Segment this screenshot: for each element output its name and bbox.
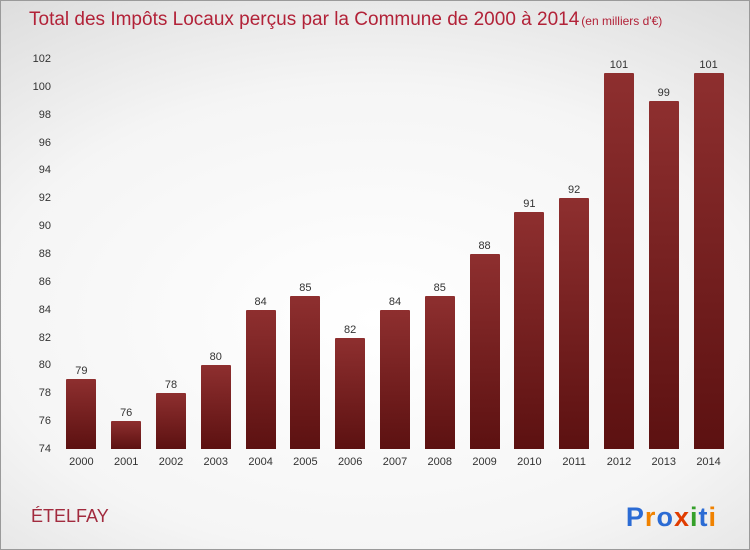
- x-tick-label: 2000: [69, 456, 94, 468]
- x-tick-label: 2003: [203, 456, 229, 468]
- bar: [245, 309, 276, 449]
- bar-column: 79 2000: [59, 59, 104, 468]
- bar-value-label: 91: [523, 198, 536, 211]
- bar: [335, 337, 366, 449]
- x-tick-label: 2010: [517, 456, 542, 468]
- bar-value-label: 79: [75, 365, 88, 378]
- bar-value-label: 85: [299, 281, 312, 294]
- bar-column: 85 2005: [283, 59, 328, 468]
- bar-value-label: 85: [433, 281, 446, 294]
- commune-label: ÉTELFAY: [31, 506, 109, 526]
- y-tick-label: 84: [38, 303, 51, 316]
- bar-value-label: 101: [609, 58, 629, 71]
- chart-title: Total des Impôts Locaux perçus par la Co…: [29, 9, 580, 30]
- y-tick-label: 82: [38, 331, 51, 344]
- bar-column: 76 2001: [104, 59, 149, 468]
- y-axis: 74 76 78 80 82 84 86 88 90 92 94 96 98 100 102: [9, 53, 51, 455]
- bar-value-label: 92: [568, 184, 581, 197]
- logo-letter: r: [644, 502, 657, 532]
- y-tick-label: 102: [32, 53, 51, 65]
- bar-column: 99 2013: [641, 59, 686, 468]
- y-tick-label: 96: [38, 136, 51, 149]
- logo-letter: i: [708, 502, 717, 532]
- bar: [514, 212, 545, 449]
- bar-value-label: 99: [657, 86, 670, 99]
- logo-letter: o: [656, 502, 674, 532]
- y-tick-label: 92: [38, 192, 51, 205]
- x-tick-label: 2001: [113, 456, 139, 468]
- bar-column: 101 2012: [597, 58, 642, 468]
- bar: [66, 379, 97, 449]
- bar-column: 84 2004: [238, 59, 283, 468]
- y-tick-label: 76: [38, 415, 51, 428]
- bar: [559, 198, 590, 449]
- x-tick-label: 2013: [651, 456, 676, 468]
- chart-subtitle: (en milliers d'€): [581, 14, 663, 28]
- y-tick-label: 80: [38, 359, 51, 372]
- bar-value-label: 84: [388, 295, 402, 308]
- x-tick-label: 2009: [472, 456, 497, 468]
- bar-value-label: 82: [344, 323, 357, 336]
- bar: [379, 309, 410, 449]
- bar-column: 80 2003: [193, 59, 238, 468]
- x-tick-label: 2011: [562, 456, 586, 468]
- x-tick-label: 2014: [696, 456, 721, 468]
- bar: [603, 72, 634, 449]
- logo-letter: P: [625, 502, 645, 532]
- bar-column: 92 2011: [552, 59, 597, 468]
- bar-value-label: 80: [209, 351, 222, 364]
- bar: [693, 72, 724, 449]
- bar-column: 85 2008: [417, 59, 462, 468]
- y-tick-label: 100: [32, 80, 51, 93]
- x-tick-label: 2007: [382, 456, 408, 468]
- chart-header: Total des Impôts Locaux perçus par la Co…: [29, 9, 739, 31]
- bar: [469, 254, 500, 449]
- bar-value-label: 84: [254, 295, 267, 308]
- bar-column: 78 2002: [149, 59, 194, 468]
- bar-value-label: 76: [120, 407, 133, 420]
- bar-value-label: 101: [699, 58, 718, 71]
- y-tick-label: 78: [38, 387, 51, 400]
- y-tick-label: 90: [38, 220, 51, 233]
- bar-column: 88 2009: [462, 59, 507, 468]
- x-tick-label: 2002: [158, 456, 184, 468]
- x-tick-label: 2008: [427, 456, 453, 468]
- logo-letter: i: [689, 502, 699, 532]
- bar-value-label: 88: [478, 240, 491, 252]
- bar-value-label: 78: [164, 379, 178, 392]
- x-tick-label: 2005: [293, 456, 318, 468]
- logo-letter: x: [673, 502, 690, 532]
- x-tick-label: 2006: [337, 456, 363, 468]
- bar: [648, 100, 679, 449]
- logo-letter: t: [698, 502, 709, 532]
- bar-column: 91 2010: [507, 59, 552, 468]
- x-tick-label: 2004: [248, 456, 273, 468]
- y-tick-label: 88: [38, 248, 51, 260]
- y-tick-label: 86: [38, 275, 51, 288]
- bars: 79 2000 76 2001 78 2002 80 2003 84 2004 85 2005 82 20…: [59, 58, 731, 468]
- bar: [111, 421, 142, 449]
- bar: [290, 295, 321, 449]
- proxiti-logo: Proxiti: [626, 502, 717, 533]
- bar: [424, 295, 455, 449]
- bar-chart: 74 76 78 80 82 84 86 88 90 92 94 96 98 100 102 79 2000 7…: [33, 53, 731, 468]
- bar-column: 101 2014: [686, 58, 731, 468]
- bar: [155, 393, 186, 449]
- y-tick-label: 98: [38, 108, 51, 121]
- y-tick-label: 74: [38, 443, 51, 455]
- y-tick-label: 94: [38, 164, 51, 177]
- bar-column: 84 2007: [373, 59, 418, 468]
- bar: [200, 365, 231, 449]
- x-tick-label: 2012: [606, 456, 632, 468]
- bar-column: 82 2006: [328, 59, 373, 468]
